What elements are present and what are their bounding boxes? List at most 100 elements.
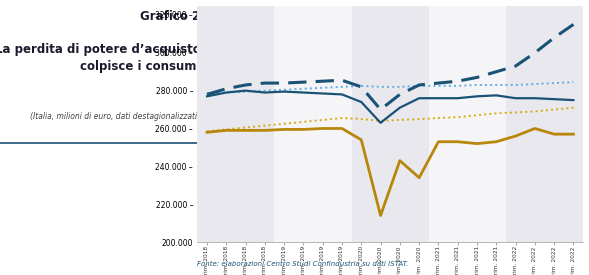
Reddito reale delle famiglie — [531, 97, 538, 100]
Reddito reale: trend pre-Covid (2015-19): (5, 2.81e+05): trend pre-Covid (2015-19): (5, 2.81e+05) — [300, 87, 307, 90]
Reddito nominale delle famiglie — [474, 76, 481, 79]
Reddito nominale delle famiglie — [262, 81, 269, 85]
Reddito nominale delle famiglie — [300, 81, 307, 84]
Reddito reale delle famiglie — [339, 93, 346, 96]
Reddito reale delle famiglie — [358, 100, 365, 104]
Consumi delle famiglie — [435, 140, 442, 143]
Bar — [409, 6, 429, 242]
Reddito reale delle famiglie — [474, 95, 481, 98]
Bar — [294, 6, 313, 242]
Consumi delle famiglie: trend pre-Covid (2015-19): (12, 2.66e+05): trend pre-Covid (2015-19): (12, 2.66e+05… — [435, 116, 442, 120]
Consumi delle famiglie: trend pre-Covid (2015-19): (4, 2.62e+05): trend pre-Covid (2015-19): (4, 2.62e+05) — [280, 122, 287, 125]
Bar — [564, 6, 583, 242]
Line: Consumi delle famiglie: trend pre-Covid (2015-19): Consumi delle famiglie: trend pre-Covid … — [207, 108, 574, 131]
Consumi delle famiglie — [300, 128, 307, 131]
Consumi delle famiglie — [358, 138, 365, 141]
Bar — [255, 6, 274, 242]
Reddito reale: trend pre-Covid (2015-19): (10, 2.82e+05): trend pre-Covid (2015-19): (10, 2.82e+05… — [396, 85, 403, 89]
Consumi delle famiglie: trend pre-Covid (2015-19): (7, 2.66e+05): trend pre-Covid (2015-19): (7, 2.66e+05) — [339, 116, 346, 120]
Reddito reale: trend pre-Covid (2015-19): (4, 2.8e+05): trend pre-Covid (2015-19): (4, 2.8e+05) — [280, 88, 287, 91]
Reddito reale delle famiglie — [416, 97, 423, 100]
Reddito reale: trend pre-Covid (2015-19): (9, 2.82e+05): trend pre-Covid (2015-19): (9, 2.82e+05) — [377, 85, 384, 89]
Reddito reale delle famiglie — [396, 106, 403, 109]
Consumi delle famiglie: trend pre-Covid (2015-19): (19, 2.71e+05): trend pre-Covid (2015-19): (19, 2.71e+05… — [570, 106, 577, 109]
Reddito nominale delle famiglie — [280, 81, 287, 85]
Bar — [197, 6, 217, 242]
Bar — [448, 6, 468, 242]
Reddito reale delle famiglie — [242, 89, 249, 92]
Reddito reale: trend pre-Covid (2015-19): (0, 2.78e+05): trend pre-Covid (2015-19): (0, 2.78e+05) — [203, 92, 210, 95]
Reddito reale delle famiglie — [570, 98, 577, 102]
Reddito reale: trend pre-Covid (2015-19): (15, 2.83e+05): trend pre-Covid (2015-19): (15, 2.83e+05… — [493, 83, 500, 87]
Consumi delle famiglie — [242, 129, 249, 132]
Consumi delle famiglie — [474, 142, 481, 145]
Reddito reale: trend pre-Covid (2015-19): (11, 2.82e+05): trend pre-Covid (2015-19): (11, 2.82e+05… — [416, 84, 423, 87]
Consumi delle famiglie: trend pre-Covid (2015-19): (10, 2.64e+05): trend pre-Covid (2015-19): (10, 2.64e+05… — [396, 118, 403, 122]
Reddito reale delle famiglie — [300, 91, 307, 94]
Consumi delle famiglie — [531, 127, 538, 130]
Bar — [545, 6, 564, 242]
Bar — [391, 6, 409, 242]
Reddito reale: trend pre-Covid (2015-19): (3, 2.8e+05): trend pre-Covid (2015-19): (3, 2.8e+05) — [262, 89, 269, 92]
Reddito nominale delle famiglie — [493, 70, 500, 73]
Text: Grafico 2: Grafico 2 — [140, 10, 200, 23]
Consumi delle famiglie: trend pre-Covid (2015-19): (8, 2.65e+05): trend pre-Covid (2015-19): (8, 2.65e+05) — [358, 117, 365, 121]
Consumi delle famiglie: trend pre-Covid (2015-19): (18, 2.7e+05): trend pre-Covid (2015-19): (18, 2.7e+05) — [551, 108, 558, 111]
Line: Reddito reale: trend pre-Covid (2015-19): Reddito reale: trend pre-Covid (2015-19) — [207, 82, 574, 94]
Reddito nominale delle famiglie — [339, 79, 346, 82]
Reddito reale delle famiglie — [203, 95, 210, 98]
Bar — [352, 6, 371, 242]
Reddito nominale delle famiglie — [454, 79, 461, 83]
Reddito reale: trend pre-Covid (2015-19): (18, 2.84e+05): trend pre-Covid (2015-19): (18, 2.84e+05… — [551, 81, 558, 85]
Reddito reale delle famiglie — [454, 97, 461, 100]
Reddito reale: trend pre-Covid (2015-19): (19, 2.84e+05): trend pre-Covid (2015-19): (19, 2.84e+05… — [570, 81, 577, 84]
Reddito reale: trend pre-Covid (2015-19): (17, 2.84e+05): trend pre-Covid (2015-19): (17, 2.84e+05… — [531, 82, 538, 86]
Consumi delle famiglie: trend pre-Covid (2015-19): (5, 2.64e+05): trend pre-Covid (2015-19): (5, 2.64e+05) — [300, 120, 307, 123]
Reddito reale delle famiglie — [280, 90, 287, 93]
Line: Reddito nominale delle famiglie: Reddito nominale delle famiglie — [207, 24, 574, 109]
Bar — [525, 6, 545, 242]
Consumi delle famiglie: trend pre-Covid (2015-19): (17, 2.69e+05): trend pre-Covid (2015-19): (17, 2.69e+05… — [531, 110, 538, 113]
Consumi delle famiglie: trend pre-Covid (2015-19): (2, 2.6e+05): trend pre-Covid (2015-19): (2, 2.6e+05) — [242, 126, 249, 129]
Text: (Italia, milioni di euro, dati destagionalizzati): (Italia, milioni di euro, dati destagion… — [30, 112, 200, 121]
Text: La perdita di potere d’acquisto
colpisce i consumi: La perdita di potere d’acquisto colpisce… — [0, 43, 200, 73]
Consumi delle famiglie: trend pre-Covid (2015-19): (15, 2.68e+05): trend pre-Covid (2015-19): (15, 2.68e+05… — [493, 112, 500, 115]
Reddito nominale delle famiglie — [377, 108, 384, 111]
Reddito nominale delle famiglie — [435, 81, 442, 85]
Consumi delle famiglie — [203, 131, 210, 134]
Consumi delle famiglie: trend pre-Covid (2015-19): (14, 2.67e+05): trend pre-Covid (2015-19): (14, 2.67e+05… — [474, 114, 481, 117]
Reddito reale delle famiglie — [435, 97, 442, 100]
Consumi delle famiglie — [493, 140, 500, 143]
Reddito reale delle famiglie — [262, 91, 269, 94]
Reddito nominale delle famiglie — [551, 36, 558, 39]
Consumi delle famiglie: trend pre-Covid (2015-19): (1, 2.6e+05): trend pre-Covid (2015-19): (1, 2.6e+05) — [223, 128, 230, 131]
Reddito reale delle famiglie — [493, 94, 500, 97]
Consumi delle famiglie: trend pre-Covid (2015-19): (13, 2.66e+05): trend pre-Covid (2015-19): (13, 2.66e+05… — [454, 116, 461, 119]
Bar — [371, 6, 391, 242]
Consumi delle famiglie — [280, 128, 287, 131]
Bar — [217, 6, 236, 242]
Consumi delle famiglie — [416, 176, 423, 179]
Consumi delle famiglie — [262, 129, 269, 132]
Text: Fonte: elaborazioni Centro Studi Confindustria su dati ISTAT.: Fonte: elaborazioni Centro Studi Confind… — [197, 261, 409, 267]
Reddito reale: trend pre-Covid (2015-19): (7, 2.82e+05): trend pre-Covid (2015-19): (7, 2.82e+05) — [339, 85, 346, 89]
Consumi delle famiglie — [512, 134, 519, 138]
Consumi delle famiglie — [570, 133, 577, 136]
Consumi delle famiglie — [551, 133, 558, 136]
Bar — [487, 6, 506, 242]
Bar — [332, 6, 352, 242]
Reddito reale: trend pre-Covid (2015-19): (2, 2.8e+05): trend pre-Covid (2015-19): (2, 2.8e+05) — [242, 90, 249, 93]
Reddito reale: trend pre-Covid (2015-19): (14, 2.83e+05): trend pre-Covid (2015-19): (14, 2.83e+05… — [474, 83, 481, 87]
Reddito nominale delle famiglie — [512, 64, 519, 68]
Consumi delle famiglie — [454, 140, 461, 143]
Reddito reale delle famiglie — [551, 98, 558, 101]
Reddito reale delle famiglie — [377, 121, 384, 125]
Reddito reale: trend pre-Covid (2015-19): (8, 2.82e+05): trend pre-Covid (2015-19): (8, 2.82e+05) — [358, 84, 365, 87]
Consumi delle famiglie — [377, 214, 384, 217]
Reddito reale: trend pre-Covid (2015-19): (16, 2.83e+05): trend pre-Covid (2015-19): (16, 2.83e+05… — [512, 83, 519, 87]
Reddito nominale delle famiglie — [319, 79, 326, 83]
Reddito nominale delle famiglie — [242, 83, 249, 87]
Reddito nominale delle famiglie — [570, 23, 577, 26]
Bar — [468, 6, 487, 242]
Bar — [313, 6, 332, 242]
